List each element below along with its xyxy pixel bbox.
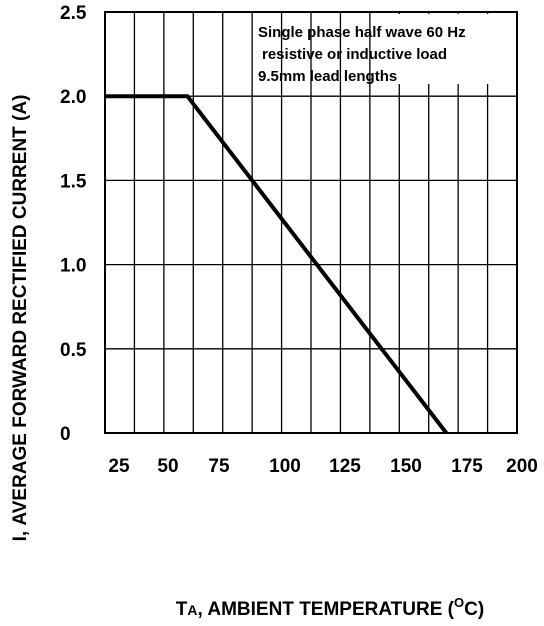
x-tick-label-100: 100 xyxy=(269,456,301,477)
y-axis-title: Ι, AVERAGE FORWARD RECTIFIED CURRENT (A) xyxy=(10,95,31,542)
y-tick-label-1.0: 1.0 xyxy=(60,256,86,277)
annotation-line-1: resistive or inductive load xyxy=(262,46,447,63)
plot-frame xyxy=(104,11,518,434)
x-tick-label-200: 200 xyxy=(506,456,538,477)
y-tick-label-2.0: 2.0 xyxy=(60,87,86,108)
x-tick-label-175: 175 xyxy=(451,456,483,477)
x-axis-title-prefix: T xyxy=(176,599,188,620)
annotation: Single phase half wave 60 Hz resistive or… xyxy=(258,24,466,85)
annotation-box xyxy=(371,14,515,84)
y-tick-label-1.5: 1.5 xyxy=(60,171,87,192)
y-tick-label-0: 0 xyxy=(60,424,71,445)
x-tick-label-50: 50 xyxy=(157,456,178,477)
x-axis-title-rest: , AMBIENT TEMPERATURE ( xyxy=(198,599,455,620)
series-line xyxy=(105,94,448,435)
annotation-line-0: Single phase half wave 60 Hz xyxy=(258,24,466,41)
x-tick-label-150: 150 xyxy=(390,456,422,477)
x-axis-title: TA, AMBIENT TEMPERATURE (OC) xyxy=(176,595,484,620)
x-tick-labels: 25 50 75 100 125 150 175 200 xyxy=(108,456,537,477)
y-tick-label-0.5: 0.5 xyxy=(60,340,87,361)
x-axis-title-superscript: O xyxy=(454,595,464,610)
x-tick-label-75: 75 xyxy=(208,456,230,477)
x-axis-title-end: C) xyxy=(464,599,484,620)
x-tick-label-25: 25 xyxy=(108,456,130,477)
y-tick-label-2.5: 2.5 xyxy=(60,3,87,24)
x-axis-title-subscript: A xyxy=(187,602,197,618)
x-tick-label-125: 125 xyxy=(329,456,361,477)
annotation-line-2: 9.5mm lead lengths xyxy=(258,68,397,85)
y-tick-labels: 0 0.5 1.0 1.5 2.0 2.5 xyxy=(60,3,87,445)
